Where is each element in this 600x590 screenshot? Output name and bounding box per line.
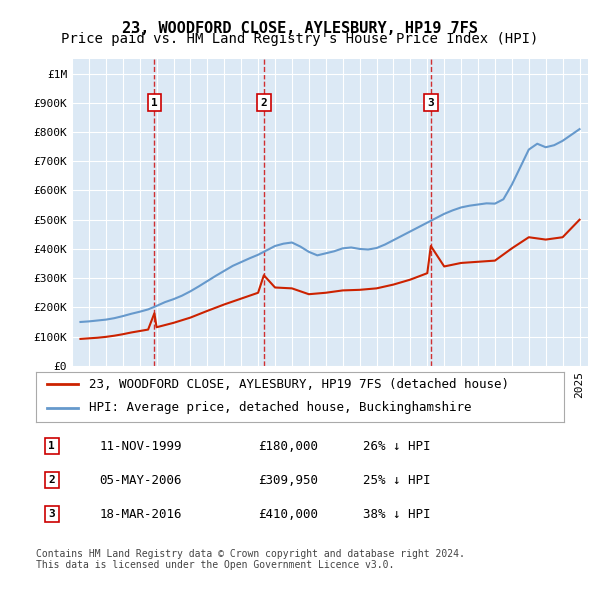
Text: 23, WOODFORD CLOSE, AYLESBURY, HP19 7FS (detached house): 23, WOODFORD CLOSE, AYLESBURY, HP19 7FS … bbox=[89, 378, 509, 391]
Text: 2: 2 bbox=[260, 98, 267, 108]
Text: 05-MAY-2006: 05-MAY-2006 bbox=[100, 474, 182, 487]
Text: 25% ↓ HPI: 25% ↓ HPI bbox=[364, 474, 431, 487]
Text: £309,950: £309,950 bbox=[258, 474, 318, 487]
Text: 2: 2 bbox=[49, 475, 55, 485]
Text: 18-MAR-2016: 18-MAR-2016 bbox=[100, 507, 182, 520]
Text: 26% ↓ HPI: 26% ↓ HPI bbox=[364, 440, 431, 453]
Text: £410,000: £410,000 bbox=[258, 507, 318, 520]
Text: 1: 1 bbox=[151, 98, 158, 108]
Text: 3: 3 bbox=[427, 98, 434, 108]
Text: 1: 1 bbox=[49, 441, 55, 451]
Text: 38% ↓ HPI: 38% ↓ HPI bbox=[364, 507, 431, 520]
Text: Price paid vs. HM Land Registry's House Price Index (HPI): Price paid vs. HM Land Registry's House … bbox=[61, 32, 539, 47]
Text: HPI: Average price, detached house, Buckinghamshire: HPI: Average price, detached house, Buck… bbox=[89, 401, 472, 414]
Text: 11-NOV-1999: 11-NOV-1999 bbox=[100, 440, 182, 453]
Text: Contains HM Land Registry data © Crown copyright and database right 2024.
This d: Contains HM Land Registry data © Crown c… bbox=[36, 549, 465, 571]
Text: 3: 3 bbox=[49, 509, 55, 519]
Text: 23, WOODFORD CLOSE, AYLESBURY, HP19 7FS: 23, WOODFORD CLOSE, AYLESBURY, HP19 7FS bbox=[122, 21, 478, 35]
Text: £180,000: £180,000 bbox=[258, 440, 318, 453]
